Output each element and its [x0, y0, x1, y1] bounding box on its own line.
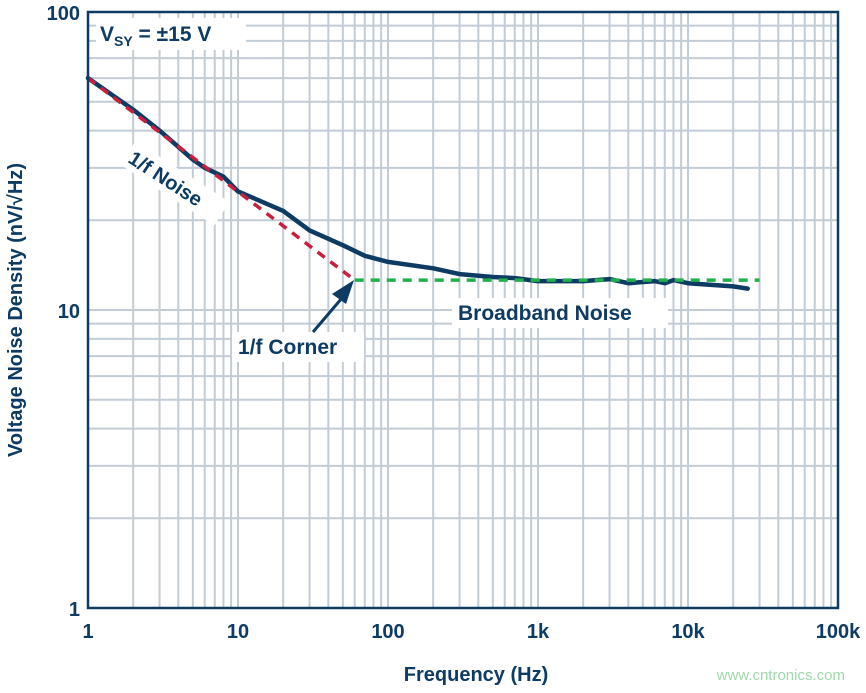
corner-label-bg — [232, 332, 364, 362]
x-tick-label: 10k — [671, 621, 705, 643]
x-tick-label: 100 — [371, 621, 404, 643]
broadband-label-bg — [452, 298, 668, 328]
corner-label: 1/f Corner — [238, 336, 337, 359]
series-group — [85, 75, 760, 291]
condition-label: VSY = ±15 V — [100, 23, 211, 49]
x-tick-label: 1k — [527, 621, 550, 643]
condition-label-bg — [96, 18, 246, 50]
x-axis-label: Frequency (Hz) — [404, 664, 548, 686]
corner-arrow-head — [332, 280, 354, 304]
broadband-label: Broadband Noise — [458, 302, 632, 325]
one-over-f-label-bg — [120, 141, 230, 226]
tick-labels: 1 10 100 1k 10k 100k 1 10 100 — [47, 3, 861, 643]
x-tick-label: 100k — [816, 621, 861, 643]
series-line-1 — [86, 76, 356, 282]
x-tick-label: 1 — [82, 621, 93, 643]
x-tick-label: 10 — [227, 621, 249, 643]
plot-frame — [86, 10, 840, 610]
y-tick-label: 100 — [47, 3, 80, 25]
y-tick-label: 10 — [58, 301, 80, 323]
y-tick-label: 1 — [69, 599, 80, 621]
corner-arrow-shaft — [311, 297, 344, 333]
watermark: www.cntronics.com — [716, 667, 845, 684]
y-axis-label: Voltage Noise Density (nV/√Hz) — [5, 163, 27, 457]
